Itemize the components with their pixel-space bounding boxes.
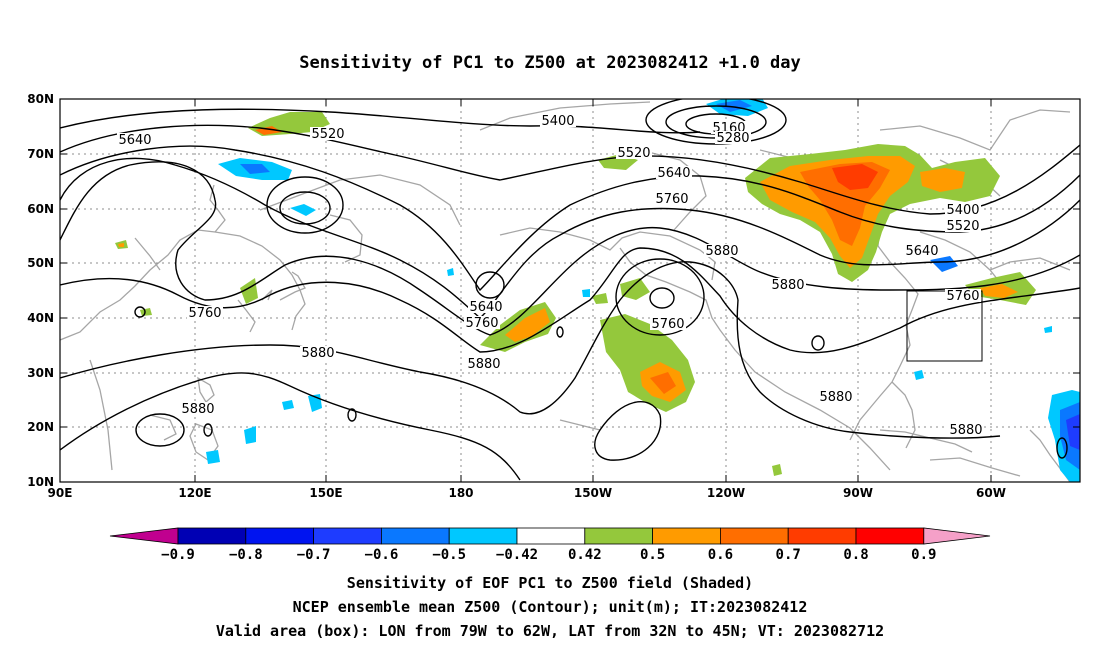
contour-label-bg — [715, 131, 751, 144]
lat-tick-label: 30N — [27, 366, 54, 380]
lat-tick-label: 40N — [27, 311, 54, 325]
caption-line: Sensitivity of EOF PC1 to Z500 field (Sh… — [347, 574, 753, 592]
contour-label-bg — [656, 166, 692, 179]
colorbar-segment — [652, 527, 721, 545]
contour-label-bg — [818, 390, 854, 403]
colorbar-label: −0.42 — [496, 547, 538, 563]
lon-tick-label: 150E — [309, 486, 342, 500]
colorbar-segment — [245, 527, 315, 545]
contour-label-bg — [300, 346, 336, 359]
contour-label-bg — [117, 133, 153, 146]
contour-label-bg — [540, 114, 576, 127]
contour-label: 5640 — [469, 300, 502, 315]
contour-label-bg — [187, 306, 223, 319]
lon-tick-label: 180 — [448, 486, 473, 500]
lat-tick-label: 70N — [27, 147, 54, 161]
lat-tick-label: 20N — [27, 420, 54, 434]
colorbar-segment — [584, 527, 653, 545]
colorbar-label: −0.6 — [365, 547, 399, 563]
contour-label: 5520 — [946, 219, 979, 234]
colorbar-right-arrow — [923, 527, 991, 545]
contour-label: 5880 — [301, 346, 334, 361]
colorbar-label: −0.5 — [432, 547, 466, 563]
lat-tick-label: 50N — [27, 256, 54, 270]
contour-label: 5520 — [617, 146, 650, 161]
lon-tick-label: 150W — [574, 486, 612, 500]
lon-tick-label: 60W — [976, 486, 1006, 500]
colorbar-segment — [787, 527, 857, 545]
colorbar-label: −0.8 — [229, 547, 263, 563]
lon-tick-label: 120W — [707, 486, 745, 500]
colorbar-label: 0.9 — [911, 547, 936, 563]
contour-label: 5880 — [949, 423, 982, 438]
contour-label: 5760 — [655, 192, 688, 207]
map-frame — [59, 98, 1081, 483]
captions: Sensitivity of EOF PC1 to Z500 field (Sh… — [216, 574, 884, 640]
colorbar-label: −0.9 — [161, 547, 195, 563]
contour-label-bg — [704, 244, 740, 257]
contour-label-bg — [466, 357, 502, 370]
map-title: Sensitivity of PC1 to Z500 at 2023082412… — [299, 53, 801, 73]
contour-label-bg — [180, 402, 216, 415]
contour-label: 5640 — [905, 244, 938, 259]
contour-label: 5880 — [467, 357, 500, 372]
contour-label: 5880 — [705, 244, 738, 259]
contour-label: 5760 — [188, 306, 221, 321]
colorbar-label: 0.42 — [568, 547, 602, 563]
colorbar-segment — [855, 527, 925, 545]
lat-tick-label: 10N — [27, 475, 54, 489]
contour-label-bg — [711, 121, 747, 134]
colorbar-label: −0.7 — [297, 547, 331, 563]
contour-label-bg — [945, 203, 981, 216]
caption-line: NCEP ensemble mean Z500 (Contour); unit(… — [293, 598, 808, 616]
colorbar-segment — [313, 527, 382, 545]
contour-label-bg — [904, 244, 940, 257]
lon-tick-label: 90W — [843, 486, 873, 500]
colorbar: −0.9 −0.8 −0.7 −0.6 −0.5 −0.42 0.42 0.5 0.6 0.7 0.… — [109, 527, 991, 563]
contour-label-bg — [948, 423, 984, 436]
contour-label-bg — [650, 317, 686, 330]
contour-label-bg — [945, 289, 981, 302]
contour-label-bg — [945, 219, 981, 232]
contour-label-bg — [310, 127, 346, 140]
z500-contours — [60, 99, 1080, 481]
colorbar-segment — [380, 527, 450, 545]
colorbar-segment — [516, 527, 586, 545]
colorbar-left-arrow — [109, 527, 179, 545]
contour-label-bg — [616, 146, 652, 159]
contour-label: 5640 — [118, 133, 151, 148]
colorbar-label: 0.6 — [708, 547, 733, 563]
lat-tick-label: 80N — [27, 92, 54, 106]
lon-tick-label: 90E — [48, 486, 73, 500]
lat-tick-label: 60N — [27, 202, 54, 216]
contour-label: 5880 — [181, 402, 214, 417]
contour-label-bg — [654, 192, 690, 205]
contour-label: 5880 — [771, 278, 804, 293]
contour-label-bg — [468, 300, 504, 313]
lon-tick-label: 120E — [178, 486, 211, 500]
contour-label-bg — [464, 316, 500, 329]
colorbar-label: 0.5 — [640, 547, 665, 563]
contour-label: 5760 — [465, 316, 498, 331]
contour-label: 5280 — [716, 131, 749, 146]
colorbar-label: 0.7 — [776, 547, 801, 563]
contour-label: 5400 — [946, 203, 979, 218]
sensitivity-shading — [115, 99, 1080, 482]
colorbar-label: 0.8 — [843, 547, 868, 563]
contour-label-bg — [770, 278, 806, 291]
colorbar-segment — [448, 527, 518, 545]
contour-label: 5760 — [651, 317, 684, 332]
contour-label: 5400 — [541, 114, 574, 129]
valid-area-box — [906, 290, 983, 362]
contour-label: 5520 — [311, 127, 344, 142]
colorbar-segment — [720, 527, 789, 545]
contour-label: 5760 — [946, 289, 979, 304]
caption-line: Valid area (box): LON from 79W to 62W, L… — [216, 622, 884, 640]
contour-label: 5880 — [819, 390, 852, 405]
colorbar-segment — [177, 527, 247, 545]
contour-label: 5640 — [657, 166, 690, 181]
